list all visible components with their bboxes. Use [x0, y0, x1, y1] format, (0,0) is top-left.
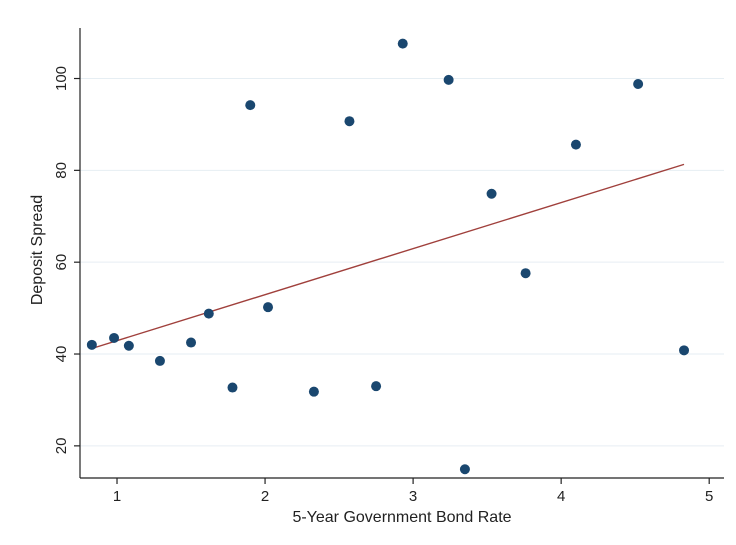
data-point	[86, 339, 97, 350]
y-tick-label: 100	[53, 66, 70, 91]
y-tick-label: 20	[53, 438, 70, 455]
x-tick-label: 5	[705, 488, 713, 505]
data-point	[308, 386, 319, 397]
axes	[79, 28, 724, 479]
data-point	[203, 308, 214, 319]
y-tick-label: 80	[53, 162, 70, 179]
data-point	[371, 381, 382, 392]
data-point	[459, 464, 470, 475]
x-axis-title: 5-Year Government Bond Rate	[292, 509, 511, 526]
data-point	[570, 139, 581, 150]
x-tick-label: 1	[113, 488, 121, 505]
y-axis-title: Deposit Spread	[29, 195, 46, 305]
y-tick-label: 40	[53, 346, 70, 363]
data-point	[397, 38, 408, 49]
data-point	[123, 340, 134, 351]
ticks: 20 40 60 80 100 1 2 3 4 5	[53, 66, 713, 505]
data-point	[154, 355, 165, 366]
y-tick-label: 60	[53, 254, 70, 271]
fit-line-layer	[91, 163, 685, 350]
x-tick-label: 3	[409, 488, 417, 505]
data-point	[679, 345, 690, 356]
data-point	[520, 268, 531, 279]
data-point	[633, 79, 644, 90]
grid-lines	[80, 78, 724, 447]
data-point	[443, 74, 454, 85]
data-point	[186, 337, 197, 348]
data-point	[263, 302, 274, 313]
data-points	[86, 38, 690, 475]
data-point	[109, 332, 120, 343]
x-tick-label: 4	[557, 488, 565, 505]
x-tick-label: 2	[261, 488, 269, 505]
data-point	[486, 188, 497, 199]
linear-fit-line	[91, 163, 685, 350]
data-point	[245, 100, 256, 111]
data-point	[344, 116, 355, 127]
data-point	[227, 382, 238, 393]
